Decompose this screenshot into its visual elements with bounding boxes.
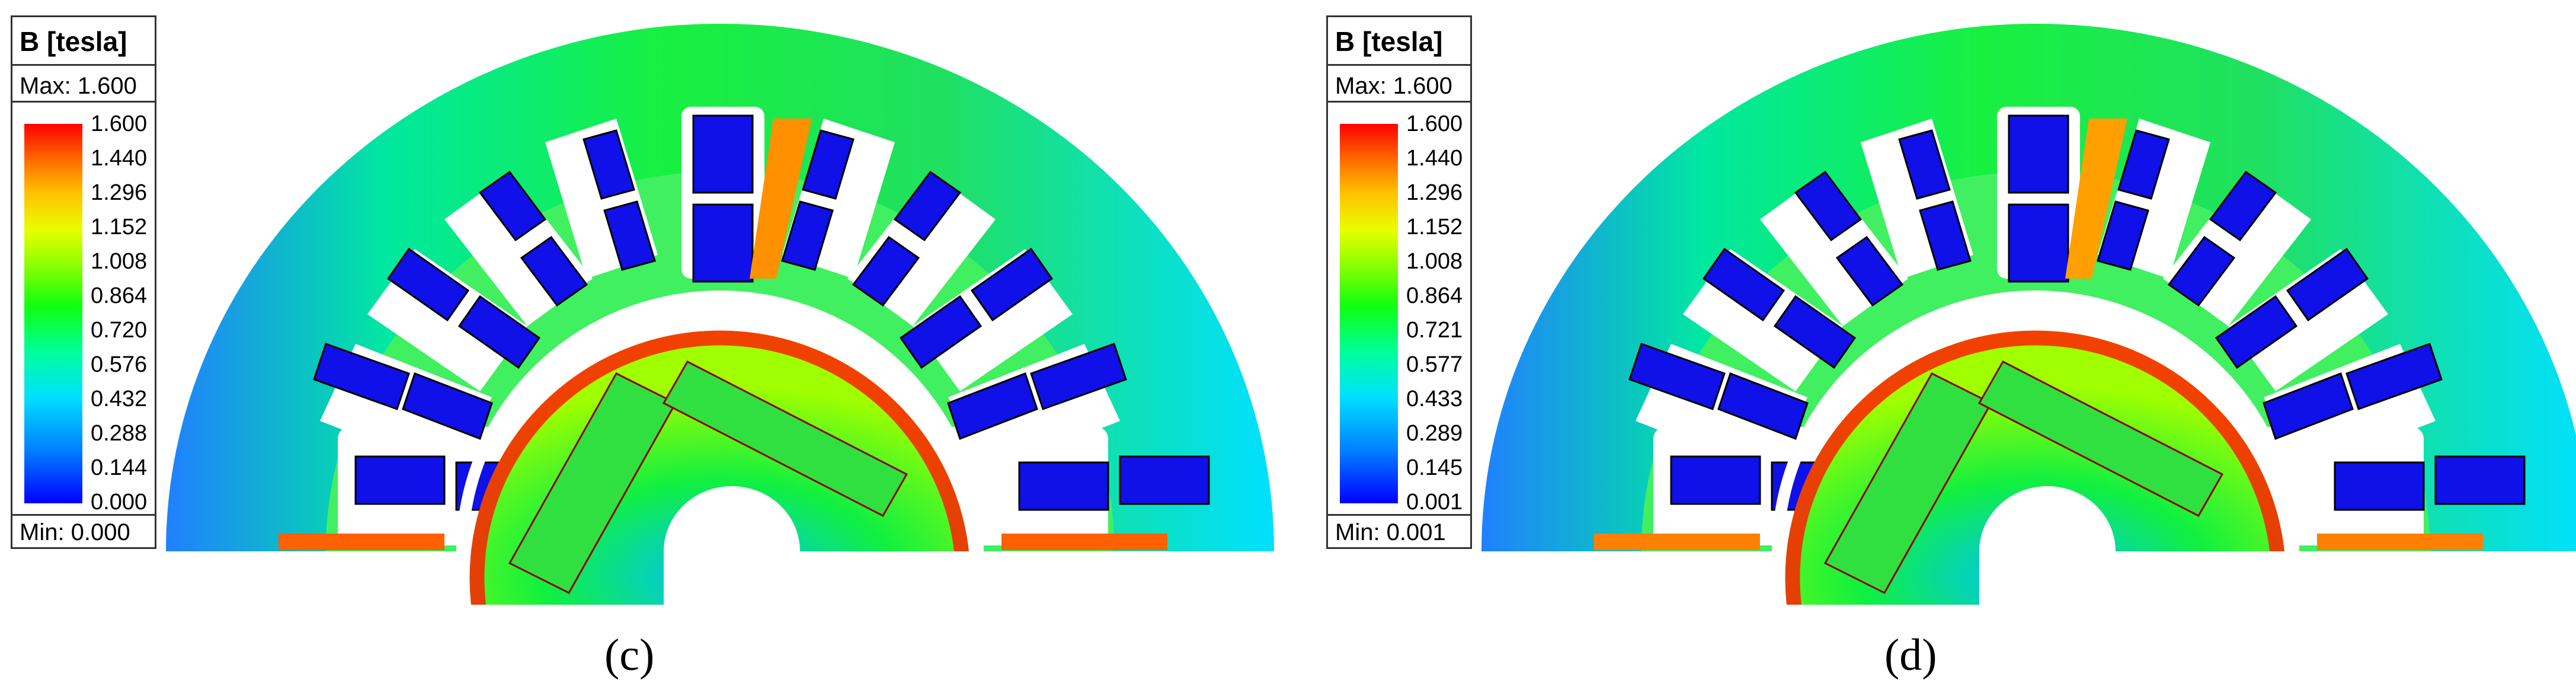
saturated-tooth-bottom-right [2317,534,2483,550]
colorbar-legend: B [tesla] Max: 1.600 1.600 1.440 1.296 1… [11,15,156,549]
legend-min: Min: 0.001 [1328,514,1470,547]
panel-d: B [tesla] Max: 1.600 1.600 1.440 1.296 1… [1316,0,2576,696]
legend-tick: 1.152 [1406,215,1463,240]
panel-caption: (c) [604,630,655,680]
legend-title: B [tesla] [1328,17,1470,66]
legend-tick: 1.008 [1406,249,1463,274]
legend-tick: 0.720 [91,318,148,343]
saturated-tooth-bottom-left [279,534,444,550]
panel-c: B [tesla] Max: 1.600 1.600 1.440 1.296 1… [0,0,1280,696]
legend-tick: 0.001 [1406,490,1463,515]
legend-tick: 0.864 [1406,283,1463,308]
legend-title: B [tesla] [12,17,155,66]
flux-density-plot [166,24,1274,605]
legend-tick: 1.600 [1406,111,1463,136]
legend-tick: 0.864 [91,283,148,308]
legend-tick: 1.440 [1406,146,1463,171]
legend-max: Max: 1.600 [1328,69,1470,103]
colorbar-legend: B [tesla] Max: 1.600 1.600 1.440 1.296 1… [1326,15,1472,549]
colorbar-gradient [24,124,82,503]
legend-tick: 0.576 [91,352,148,377]
legend-tick: 0.145 [1406,455,1463,480]
legend-ticks: 1.600 1.440 1.296 1.152 1.008 0.864 0.72… [1406,112,1471,515]
legend-ticks: 1.600 1.440 1.296 1.152 1.008 0.864 0.72… [91,112,156,515]
legend-tick: 1.296 [91,180,148,205]
legend-tick: 1.600 [91,111,148,136]
saturated-tooth [2065,119,2127,279]
colorbar-gradient [1340,124,1398,503]
rotor-magnets [508,360,908,594]
legend-tick: 1.008 [91,249,148,274]
saturated-tooth-bottom-right [1001,534,1167,550]
legend-min: Min: 0.000 [12,514,155,547]
legend-tick: 0.721 [1406,318,1463,343]
legend-tick: 0.144 [91,455,148,480]
legend-tick: 1.440 [91,146,148,171]
saturated-tooth [750,119,812,279]
panel-caption: (d) [1884,630,1937,680]
saturated-tooth-bottom-left [1594,534,1760,550]
legend-max: Max: 1.600 [12,69,155,103]
legend-tick: 1.296 [1406,180,1463,205]
legend-tick: 1.152 [91,215,148,240]
legend-tick: 0.432 [91,387,148,411]
legend-tick: 0.433 [1406,387,1463,411]
stator-core [166,24,1274,551]
stator-core [1481,24,2576,551]
legend-tick: 0.288 [91,421,148,446]
legend-tick: 0.577 [1406,352,1463,377]
rotor-magnets [1823,360,2224,594]
legend-tick: 0.289 [1406,421,1463,446]
legend-tick: 0.000 [91,490,148,515]
conductors [1628,114,2526,511]
flux-density-plot [1481,24,2576,605]
